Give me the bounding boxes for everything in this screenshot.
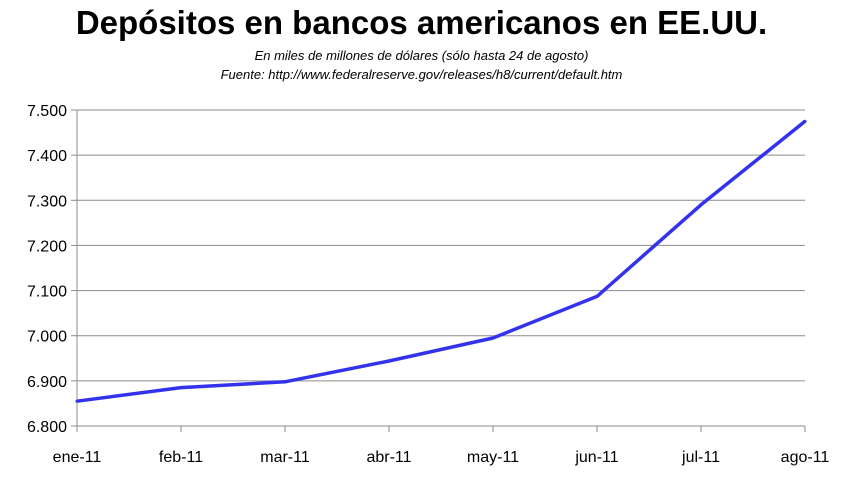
y-tick-label: 6.800 <box>27 419 67 436</box>
x-axis-tick-labels: ene-11 feb-11 mar-11 abr-11 may-11 jun-11 jul-… <box>53 449 830 466</box>
y-tick-label: 7.100 <box>27 284 67 301</box>
data-point <box>179 386 183 390</box>
chart-title: Depósitos en bancos americanos en EE.UU. <box>75 4 768 41</box>
x-tick-label: jun-11 <box>574 449 618 466</box>
y-tick-label: 6.900 <box>27 374 67 391</box>
y-axis-tick-labels: 6.800 6.900 7.000 7.100 7.200 7.300 7.400 7.500 <box>27 103 67 436</box>
series-line <box>76 119 807 403</box>
data-point <box>491 336 495 340</box>
data-point <box>595 294 599 298</box>
y-tick-label: 7.200 <box>27 238 67 255</box>
data-point <box>387 359 391 363</box>
axes <box>71 109 806 432</box>
x-tick-label: feb-11 <box>159 449 203 466</box>
y-tick-label: 7.300 <box>27 193 67 210</box>
x-tick-label: mar-11 <box>260 449 310 466</box>
gridlines <box>77 109 805 382</box>
x-tick-label: ago-11 <box>781 449 830 466</box>
data-point <box>803 119 807 123</box>
x-tick-label: abr-11 <box>366 449 411 466</box>
series-group <box>75 119 807 403</box>
y-tick-label: 7.000 <box>27 329 67 346</box>
data-point <box>75 399 79 403</box>
x-tick-label: ene-11 <box>53 449 102 466</box>
chart-source: Fuente: http://www.federalreserve.gov/re… <box>220 67 623 82</box>
data-point <box>283 380 287 384</box>
x-tick-label: may-11 <box>467 449 519 466</box>
x-tick-label: jul-11 <box>681 449 720 466</box>
data-point <box>699 203 703 207</box>
chart-subtitle: En miles de millones de dólares (sólo ha… <box>254 48 589 63</box>
y-tick-label: 7.500 <box>27 103 67 120</box>
y-tick-label: 7.400 <box>27 148 67 165</box>
